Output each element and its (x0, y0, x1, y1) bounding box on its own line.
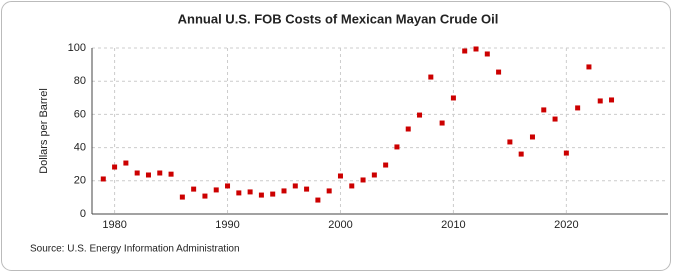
point (518, 151, 524, 157)
point (541, 107, 547, 113)
x-tick-label: 2020 (554, 219, 578, 231)
chart-title: Annual U.S. FOB Costs of Mexican Mayan C… (178, 11, 499, 26)
point (179, 194, 185, 200)
point (134, 170, 140, 176)
source-note: Source: U.S. Energy Information Administ… (30, 244, 240, 255)
x-tick-label: 1990 (215, 219, 239, 231)
point (315, 197, 321, 203)
chart-frame (1, 1, 671, 271)
y-axis-label: Dollars per Barrel (38, 88, 50, 174)
point (191, 186, 197, 192)
y-tick-label: 80 (74, 75, 86, 87)
point (225, 183, 231, 189)
y-tick-label: 60 (74, 108, 86, 120)
point (236, 190, 242, 196)
point (292, 183, 298, 189)
x-tick-label: 2010 (441, 219, 465, 231)
point (213, 187, 219, 193)
point (450, 95, 456, 101)
point (609, 97, 615, 103)
x-tick-label: 2000 (328, 219, 352, 231)
point (349, 183, 355, 189)
point (371, 172, 377, 178)
point (507, 139, 513, 145)
point (484, 51, 490, 57)
point (405, 126, 411, 132)
point (145, 172, 151, 178)
point (496, 69, 502, 75)
point (112, 164, 118, 170)
point (326, 188, 332, 194)
point (529, 134, 535, 140)
point (597, 98, 603, 104)
y-tick-label: 0 (80, 208, 86, 220)
point (337, 173, 343, 179)
point (552, 116, 558, 122)
point (247, 189, 253, 195)
point (304, 186, 310, 192)
y-tick-label: 40 (74, 142, 86, 154)
point (586, 64, 592, 70)
point (360, 177, 366, 183)
y-tick-label: 100 (68, 42, 86, 54)
point (575, 105, 581, 111)
point (394, 144, 400, 150)
point (123, 160, 129, 166)
point (383, 162, 389, 168)
point (417, 112, 423, 118)
point (462, 48, 468, 54)
point (157, 170, 163, 176)
y-tick-label: 20 (74, 175, 86, 187)
point (168, 171, 174, 177)
point (270, 191, 276, 197)
point (563, 150, 569, 156)
point (473, 46, 479, 52)
point (428, 74, 434, 80)
point (439, 120, 445, 126)
x-tick-label: 1980 (102, 219, 126, 231)
point (258, 192, 264, 198)
point (202, 193, 208, 199)
point (281, 188, 287, 194)
point (100, 176, 106, 182)
